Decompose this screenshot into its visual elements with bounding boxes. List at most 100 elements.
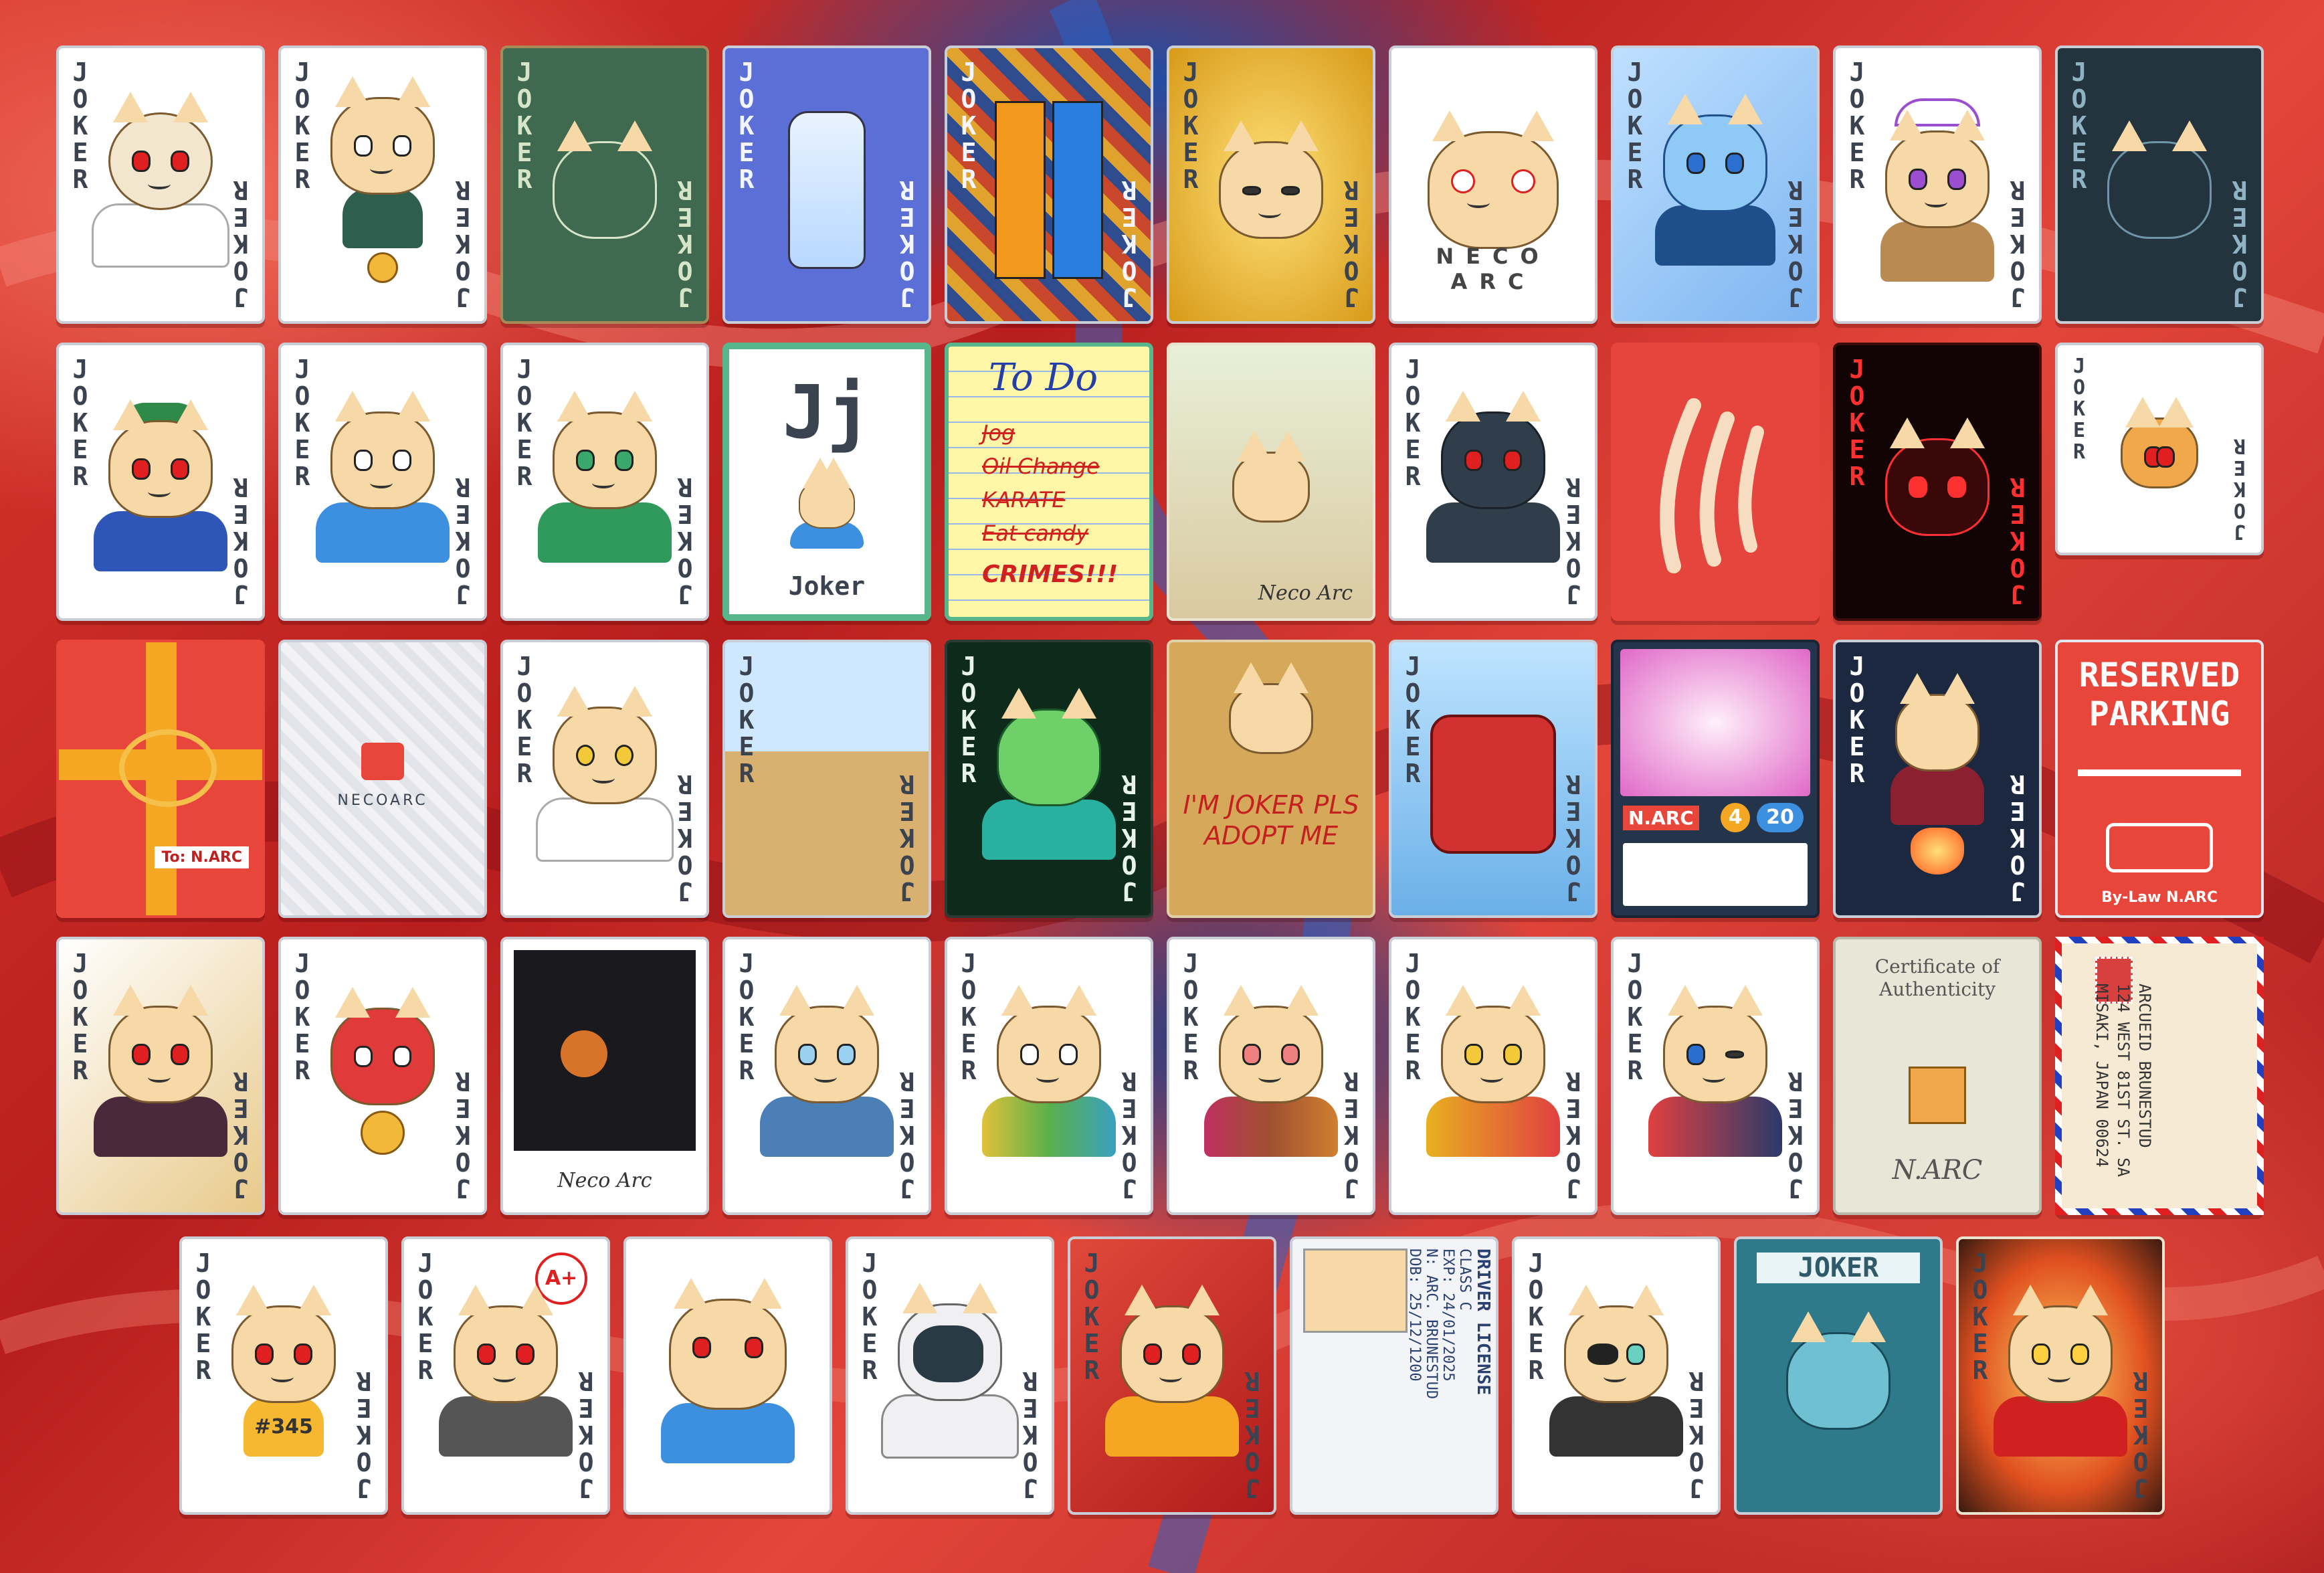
joker-card-watercolor[interactable]: Neco Arc (1167, 343, 1375, 621)
neco-arc-watercolor-art (1232, 431, 1310, 523)
airplane-art (1430, 715, 1556, 854)
neco-arc-chalk-art (553, 120, 657, 240)
neco-arc-art (330, 76, 435, 284)
parking-footer: By-Law N.ARC (2101, 889, 2218, 906)
joker-card-parking[interactable]: RESERVED PARKING By-Law N.ARC (2055, 640, 2264, 918)
license-exp: EXP: 24/01/2025 (1440, 1248, 1456, 1382)
joker-card-dizzy[interactable]: NECO ARC (1389, 45, 1597, 324)
neco-arc-art (330, 987, 435, 1155)
joker-card-todo[interactable]: To Do Jog Oil Change KARATE Eat candy CR… (945, 343, 1153, 621)
joker-card-polaroid[interactable]: Neco Arc (500, 937, 709, 1215)
joker-card-envelope[interactable]: ARCUEID BRUNESTUD 124 WEST 81ST ST. SA M… (2055, 937, 2264, 1215)
neco-arc-art (94, 985, 227, 1158)
neco-arc-dizzy-art (1428, 110, 1559, 250)
stats-name: N.ARC (1623, 806, 1699, 830)
todo-item-1: Jog (982, 420, 1015, 446)
neco-arc-art (316, 391, 450, 563)
neco-arc-art (1880, 98, 1994, 282)
joker-card-teal[interactable]: JOKER (1734, 1236, 1943, 1515)
joker-card-claws[interactable] (1611, 343, 1820, 621)
license-title: DRIVER LICENSE (1473, 1248, 1493, 1396)
envelope-address: ARCUEID BRUNESTUD 124 WEST 81ST ST. SA M… (2091, 984, 2155, 1177)
neco-arc-pixel-art (2121, 397, 2198, 489)
joker-card-gift[interactable]: To: N.ARC (56, 640, 265, 918)
joker-card-back[interactable]: NECOARC (278, 640, 487, 918)
constellation-art (2107, 120, 2212, 240)
joker-card-glitch[interactable] (623, 1236, 832, 1515)
joker-card-license[interactable]: DRIVER LICENSE CLASS C EXP: 24/01/2025 N… (1290, 1236, 1498, 1515)
license-photo (1303, 1248, 1408, 1333)
neco-arc-art: #345 (231, 1285, 336, 1457)
joker-card-stats[interactable]: N.ARC 4 20 (1611, 640, 1820, 918)
license-text-block: DRIVER LICENSE CLASS C EXP: 24/01/2025 N… (1406, 1248, 1493, 1399)
basketball-icon (561, 1030, 607, 1077)
certificate-title: Certificate of Authenticity (1874, 955, 2000, 1000)
joker-card-cardboard[interactable]: I'M JOKER PLS ADOPT ME (1167, 640, 1375, 918)
stamp-icon (2095, 957, 2133, 1004)
joker-card-certificate[interactable]: Certificate of Authenticity N.ARC (1833, 937, 2042, 1215)
neco-arc-neon-art (1885, 418, 1990, 537)
neco-arc-art (982, 985, 1116, 1158)
joker-card-jj[interactable]: Jj Joker (722, 343, 931, 621)
polaroid-caption: Neco Arc (557, 1169, 652, 1192)
